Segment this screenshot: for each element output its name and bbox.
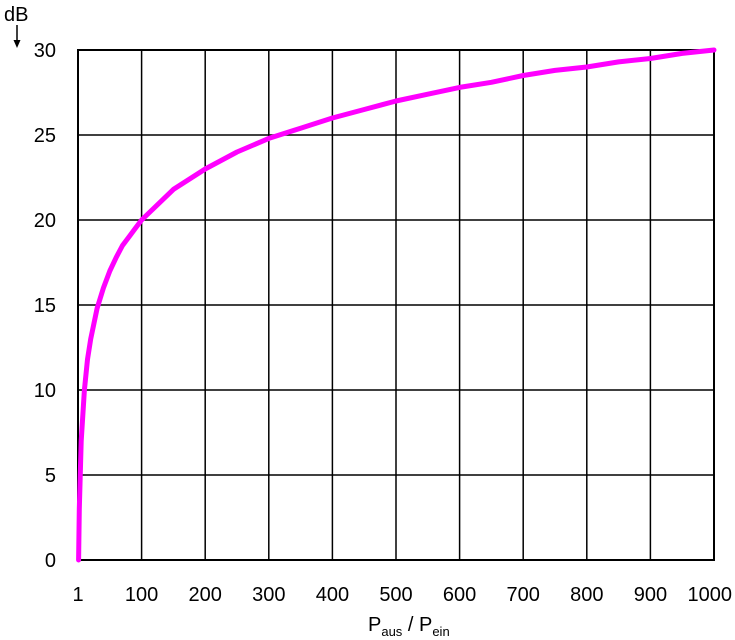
x-tick-label: 800 <box>570 584 603 606</box>
x-tick-labels: 1 100 200 300 400 500 600 700 800 900 1000 <box>72 584 732 606</box>
x-tick-label: 900 <box>634 584 667 606</box>
x-axis-label-sub-ein: ein <box>432 624 449 639</box>
grid <box>77 49 715 561</box>
x-tick-label: 100 <box>125 584 158 606</box>
y-tick-labels: 0 5 10 15 20 25 30 <box>34 40 56 572</box>
x-axis-label-main: P <box>368 614 381 636</box>
x-tick-label: 200 <box>189 584 222 606</box>
y-tick-label: 0 <box>45 550 56 572</box>
plot-border <box>77 49 715 561</box>
plot-frame <box>77 49 715 561</box>
x-axis-label-sep: / P <box>402 614 432 636</box>
y-tick-label: 10 <box>34 380 56 402</box>
y-axis-label: dB <box>4 4 28 26</box>
y-tick-label: 30 <box>34 40 56 62</box>
x-tick-label: 1 <box>72 584 83 606</box>
x-tick-label: 400 <box>316 584 349 606</box>
x-tick-label: 500 <box>379 584 412 606</box>
x-tick-label: 700 <box>507 584 540 606</box>
y-axis-arrow <box>13 25 21 48</box>
x-axis-label-sub-aus: aus <box>381 624 402 639</box>
x-axis-label: Paus / Pein <box>368 614 450 639</box>
series-line <box>76 47 717 563</box>
x-tick-label: 1000 <box>688 584 733 606</box>
y-tick-label: 25 <box>34 125 56 147</box>
x-tick-label: 600 <box>443 584 476 606</box>
y-tick-label: 15 <box>34 295 56 317</box>
y-tick-label: 20 <box>34 210 56 232</box>
series-layer <box>76 47 717 563</box>
y-tick-label: 5 <box>45 465 56 487</box>
x-tick-label: 300 <box>252 584 285 606</box>
